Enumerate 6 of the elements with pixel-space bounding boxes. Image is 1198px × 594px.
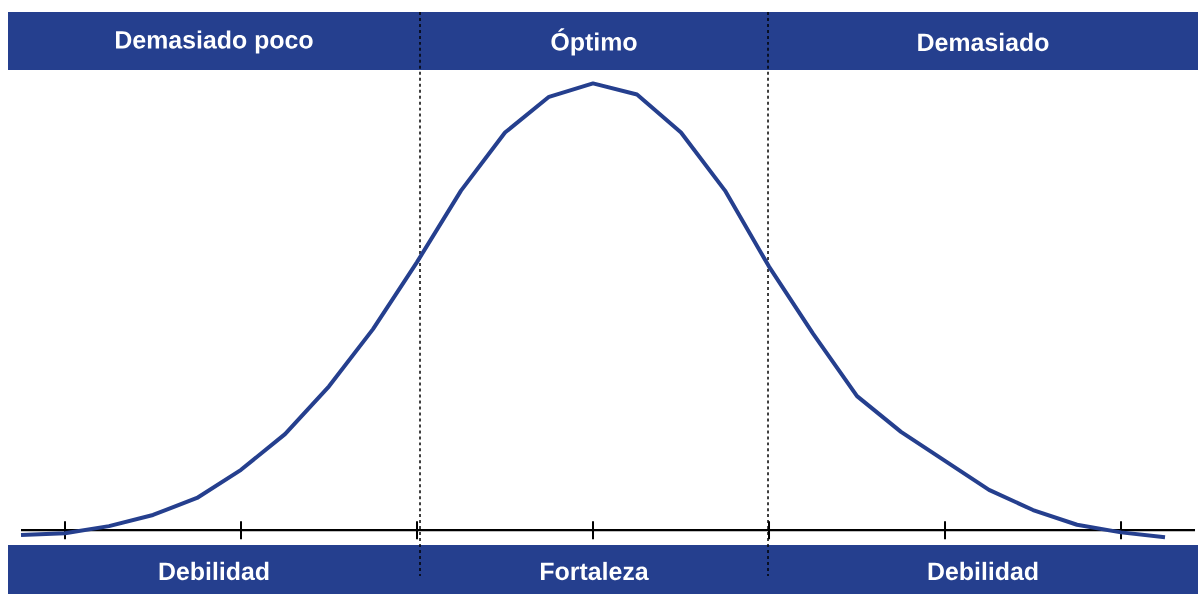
text: Debilidad: [928, 561, 1038, 581]
text: Óptimo: [551, 28, 637, 56]
text: Fortaleza: [541, 561, 649, 581]
text: Demasiado poco: [116, 30, 313, 54]
text: Demasiado: [918, 32, 1049, 52]
text: Debilidad: [159, 561, 269, 581]
